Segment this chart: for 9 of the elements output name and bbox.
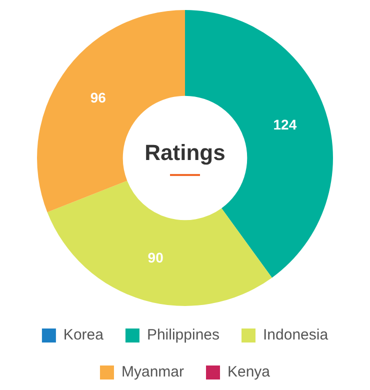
- legend-label: Philippines: [146, 326, 220, 344]
- legend-label: Korea: [63, 326, 104, 344]
- data-label: 124: [273, 116, 297, 132]
- data-label: 90: [148, 250, 164, 266]
- text: Ratings: [144, 140, 226, 166]
- data-label: 96: [90, 90, 106, 106]
- legend-label: Indonesia: [263, 326, 329, 344]
- legend-label: Kenya: [227, 364, 271, 381]
- legend-label: Myanmar: [121, 364, 184, 381]
